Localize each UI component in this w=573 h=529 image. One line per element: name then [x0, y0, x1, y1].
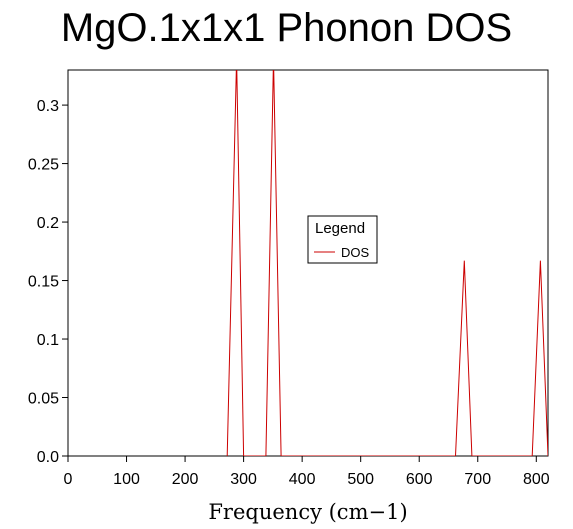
y-tick-label: 0.0	[37, 449, 59, 466]
series-layer	[226, 70, 548, 456]
series-line-dos	[226, 70, 548, 456]
x-tick-label: 200	[172, 471, 199, 488]
x-tick-label: 600	[406, 471, 433, 488]
x-tick-label: 100	[113, 471, 140, 488]
x-axis-label: Frequency (cm−1)	[208, 500, 408, 524]
legend-title: Legend	[315, 220, 365, 237]
legend: Legend DOS	[307, 215, 378, 264]
legend-label-dos: DOS	[341, 245, 370, 260]
x-tick-label: 400	[289, 471, 316, 488]
x-tick-label: 800	[523, 471, 550, 488]
x-tick-label: 0	[64, 471, 73, 488]
legend-box	[307, 215, 378, 264]
x-tick-label: 700	[464, 471, 491, 488]
y-tick-label: 0.3	[37, 98, 59, 115]
y-axis: 0.0 0.05 0.1 0.15 0.2 0.25 0.3	[28, 98, 68, 466]
y-tick-label: 0.1	[37, 332, 59, 349]
y-tick-label: 0.25	[28, 157, 59, 174]
x-tick-label: 300	[230, 471, 257, 488]
y-tick-label: 0.15	[28, 274, 59, 291]
x-tick-label: 500	[347, 471, 374, 488]
chart-title: MgO.1x1x1 Phonon DOS	[60, 6, 513, 50]
y-tick-label: 0.05	[28, 391, 59, 408]
x-axis: 0 100 200 300 400 500 600 700 800	[64, 456, 550, 488]
y-tick-label: 0.2	[37, 215, 59, 232]
